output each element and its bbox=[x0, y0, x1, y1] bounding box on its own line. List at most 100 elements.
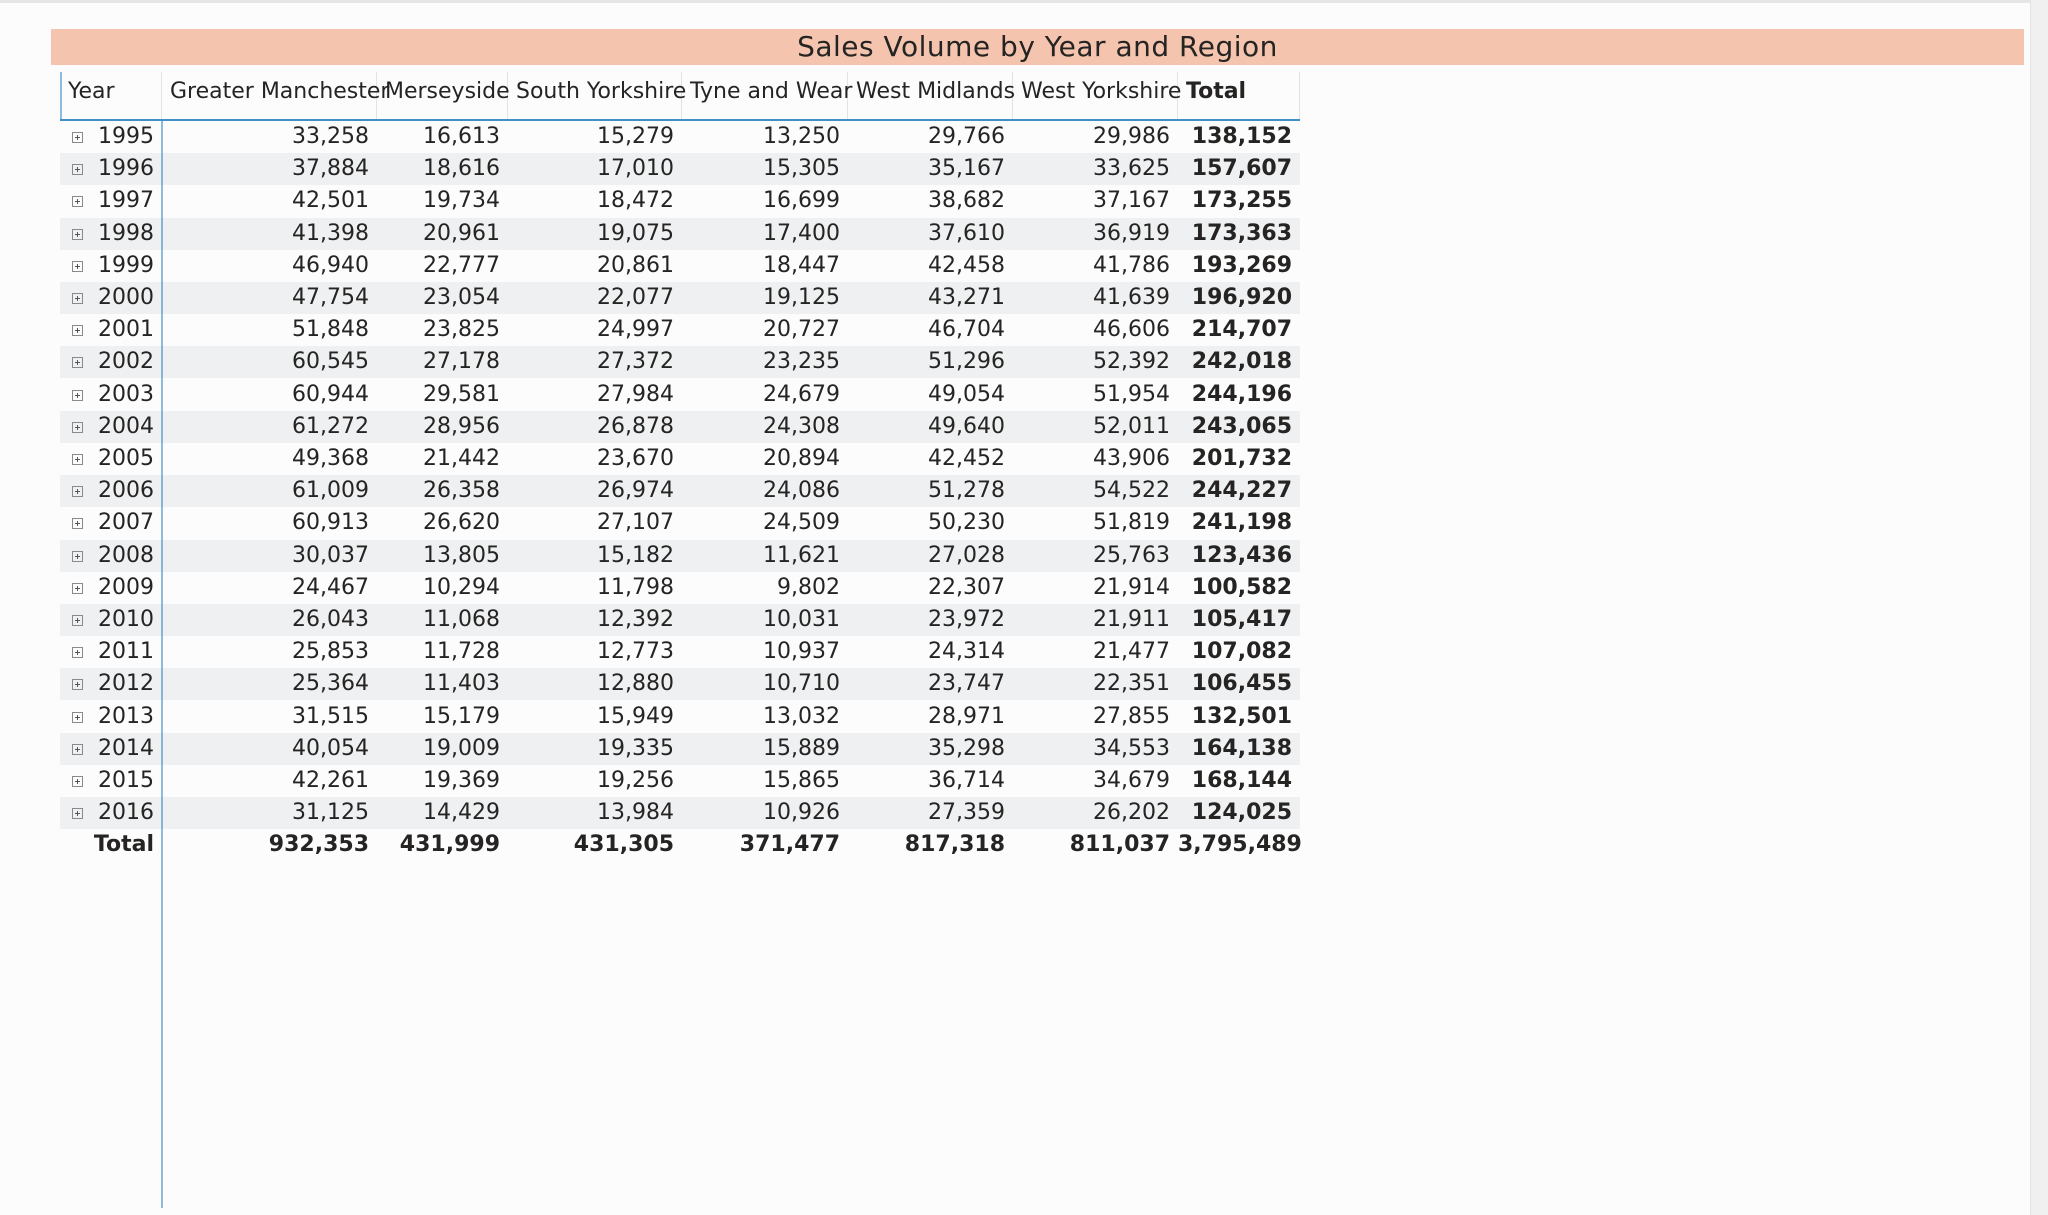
row-shade bbox=[60, 282, 1300, 314]
expand-icon[interactable] bbox=[72, 196, 83, 208]
value-cell: 24,308 bbox=[763, 413, 840, 439]
year-label: 2010 bbox=[98, 607, 154, 632]
expand-icon[interactable] bbox=[72, 260, 83, 272]
expand-icon[interactable] bbox=[72, 293, 83, 304]
value-cell: 43,271 bbox=[928, 285, 1005, 310]
column-header[interactable]: Tyne and Wear bbox=[682, 72, 852, 120]
value-cell: 27,028 bbox=[928, 542, 1005, 568]
value-cell: 19,734 bbox=[423, 188, 500, 214]
expand-icon[interactable] bbox=[72, 454, 83, 465]
value-cell: 11,798 bbox=[597, 574, 674, 600]
year-label: 2016 bbox=[98, 800, 154, 826]
value-cell: 12,880 bbox=[597, 671, 674, 697]
year-label: 2015 bbox=[98, 768, 154, 793]
value-cell: 28,971 bbox=[928, 703, 1005, 729]
column-header[interactable]: West Yorkshire bbox=[1013, 72, 1181, 120]
expand-icon[interactable] bbox=[72, 164, 83, 176]
column-header[interactable]: West Midlands bbox=[848, 72, 1015, 120]
year-label: 2011 bbox=[98, 639, 154, 665]
value-cell: 26,202 bbox=[1093, 800, 1170, 826]
expand-icon[interactable] bbox=[72, 711, 83, 723]
value-cell: 244,227 bbox=[1191, 478, 1292, 504]
value-cell: 38,682 bbox=[928, 188, 1005, 214]
expand-icon[interactable] bbox=[72, 132, 83, 143]
value-cell: 27,107 bbox=[597, 510, 674, 536]
expand-icon[interactable] bbox=[72, 486, 83, 498]
year-label: 2002 bbox=[98, 349, 154, 375]
value-cell: 40,054 bbox=[292, 735, 369, 761]
value-cell: 13,250 bbox=[763, 124, 840, 149]
total-label: Total bbox=[93, 832, 154, 858]
value-cell: 19,256 bbox=[597, 768, 674, 793]
value-cell: 106,455 bbox=[1191, 671, 1292, 697]
value-cell: 193,269 bbox=[1191, 252, 1292, 278]
column-header[interactable]: Greater Manchester bbox=[162, 72, 389, 120]
value-cell: 50,230 bbox=[928, 510, 1005, 536]
value-cell: 18,447 bbox=[763, 252, 840, 278]
scrollbar[interactable] bbox=[2030, 0, 2048, 1215]
value-cell: 24,679 bbox=[763, 381, 840, 407]
value-cell: 244,196 bbox=[1191, 381, 1292, 407]
expand-icon[interactable] bbox=[72, 325, 83, 337]
expand-icon[interactable] bbox=[72, 615, 83, 626]
value-cell: 51,278 bbox=[928, 478, 1005, 504]
year-label: 2003 bbox=[98, 381, 154, 407]
expand-icon[interactable] bbox=[72, 647, 83, 659]
value-cell: 10,031 bbox=[763, 607, 840, 632]
year-label: 1996 bbox=[98, 156, 154, 182]
value-cell: 26,974 bbox=[597, 478, 674, 504]
expand-icon[interactable] bbox=[72, 550, 83, 562]
value-cell: 36,714 bbox=[928, 768, 1005, 793]
value-cell: 42,501 bbox=[292, 188, 369, 214]
value-cell: 23,825 bbox=[423, 317, 500, 343]
value-cell: 132,501 bbox=[1191, 703, 1292, 729]
expand-icon[interactable] bbox=[72, 743, 83, 755]
row-shade bbox=[60, 604, 1300, 636]
column-header[interactable]: Merseyside bbox=[377, 72, 510, 120]
value-cell: 10,926 bbox=[763, 800, 840, 826]
value-cell: 173,255 bbox=[1191, 188, 1292, 214]
expand-icon[interactable] bbox=[72, 389, 83, 401]
year-label: 1998 bbox=[98, 220, 154, 246]
year-label: 2012 bbox=[98, 671, 154, 697]
value-cell: 19,125 bbox=[763, 285, 840, 310]
column-header[interactable]: Total bbox=[1178, 72, 1300, 120]
expand-icon[interactable] bbox=[72, 776, 83, 787]
value-cell: 241,198 bbox=[1191, 510, 1292, 536]
year-label: 1997 bbox=[98, 188, 154, 214]
header-underline bbox=[60, 119, 1300, 121]
value-cell: 42,458 bbox=[928, 252, 1005, 278]
value-cell: 19,009 bbox=[423, 735, 500, 761]
value-cell: 52,011 bbox=[1093, 413, 1170, 439]
value-cell: 26,878 bbox=[597, 413, 674, 439]
expand-icon[interactable] bbox=[72, 228, 83, 240]
value-cell: 29,581 bbox=[423, 381, 500, 407]
value-cell: 42,452 bbox=[928, 446, 1005, 471]
value-cell: 10,710 bbox=[763, 671, 840, 697]
column-header[interactable]: South Yorkshire bbox=[508, 72, 686, 120]
value-cell: 24,509 bbox=[763, 510, 840, 536]
value-cell: 19,335 bbox=[597, 735, 674, 761]
expand-icon[interactable] bbox=[72, 808, 83, 820]
value-cell: 26,620 bbox=[423, 510, 500, 536]
column-header[interactable]: Year bbox=[60, 72, 162, 120]
row-shade bbox=[60, 217, 1300, 250]
expand-icon[interactable] bbox=[72, 518, 83, 530]
value-cell: 43,906 bbox=[1093, 446, 1170, 471]
year-label: 2007 bbox=[98, 510, 154, 536]
expand-icon[interactable] bbox=[72, 357, 83, 369]
expand-icon[interactable] bbox=[72, 582, 83, 594]
value-cell: 27,372 bbox=[597, 349, 674, 375]
row-shade bbox=[60, 668, 1300, 701]
value-cell: 13,984 bbox=[597, 800, 674, 826]
value-cell: 20,727 bbox=[763, 317, 840, 343]
value-cell: 51,819 bbox=[1093, 510, 1170, 536]
value-cell: 23,972 bbox=[928, 607, 1005, 632]
value-cell: 11,621 bbox=[763, 542, 840, 568]
expand-icon[interactable] bbox=[72, 679, 83, 691]
expand-icon[interactable] bbox=[72, 421, 83, 433]
value-cell: 60,944 bbox=[292, 381, 369, 407]
value-cell: 24,467 bbox=[292, 574, 369, 600]
value-cell: 61,272 bbox=[292, 413, 369, 439]
value-cell: 24,086 bbox=[763, 478, 840, 504]
